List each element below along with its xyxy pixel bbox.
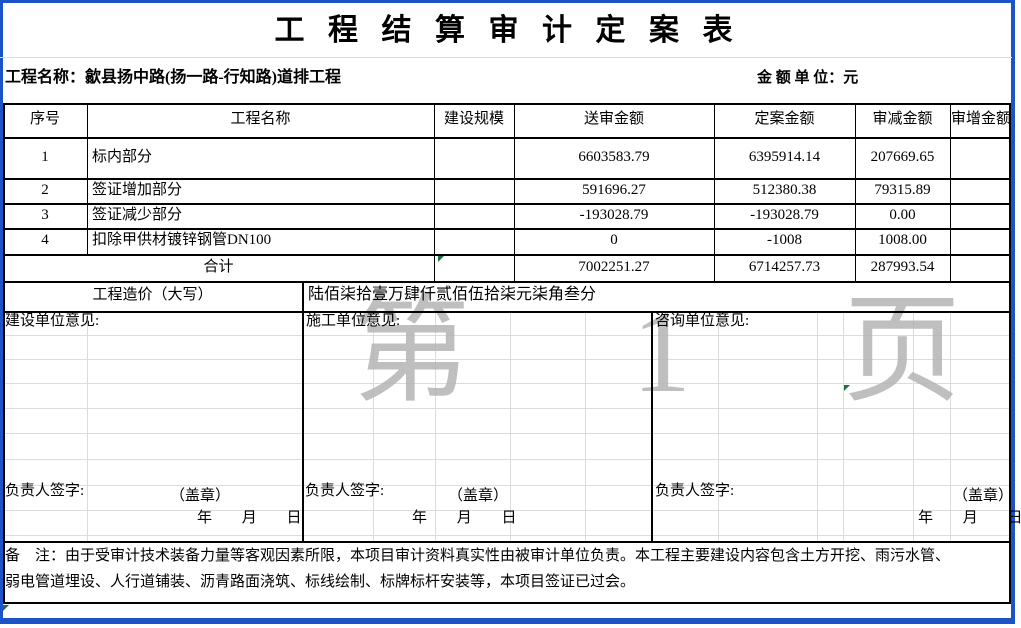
gridline (950, 311, 951, 541)
page-title: 工 程 结 算 审 计 定 案 表 (274, 14, 741, 47)
table-cell-no: 1 (41, 149, 49, 165)
page-break-line-top (0, 0, 1015, 3)
total-reduced: 287993.54 (870, 259, 935, 275)
error-indicator-icon (3, 605, 9, 611)
table-border (434, 103, 435, 281)
gridline (373, 311, 374, 541)
signature-label: 负责人签字: (655, 483, 735, 499)
gridline (718, 311, 719, 541)
opinion-label-consultant-unit: 咨询单位意见: (655, 313, 750, 329)
stamp-label: （盖章） (953, 488, 1014, 504)
column-header-final: 定案金额 (754, 111, 815, 127)
table-cell-reduced: 207669.65 (870, 149, 935, 165)
gridline (4, 459, 1009, 460)
table-cell-final: 512380.38 (752, 182, 817, 198)
gridline (4, 485, 1009, 486)
gridline (4, 510, 1009, 511)
table-cell-final: -193028.79 (750, 207, 819, 223)
gridline (4, 383, 1009, 384)
table-border (3, 103, 1011, 105)
table-cell-no: 4 (41, 232, 49, 248)
table-cell-reduced: 1008.00 (878, 232, 927, 248)
gridline (817, 311, 818, 541)
table-border (3, 281, 1011, 283)
table-cell-submitted: 6603583.79 (578, 149, 650, 165)
table-border (3, 228, 1011, 230)
table-cell-no: 2 (41, 182, 49, 198)
table-cell-name: 签证增加部分 (92, 182, 183, 198)
remark-line-2: 弱电管道埋设、人行道铺装、沥青路面浇筑、标线绘制、标牌标杆安装等，本项目签证已过… (5, 574, 636, 590)
table-cell-submitted: -193028.79 (579, 207, 649, 223)
table-border (3, 203, 1011, 205)
total-submitted: 7002251.27 (578, 259, 650, 275)
page-break-line-right (1011, 0, 1015, 624)
table-cell-final: 6395914.14 (748, 149, 821, 165)
opinion-label-contractor-unit: 施工单位意见: (306, 313, 401, 329)
column-header-increased: 审增金额 (950, 111, 1011, 127)
column-header-submitted: 送审金额 (583, 111, 644, 127)
table-cell-reduced: 0.00 (889, 207, 916, 223)
table-border (651, 311, 653, 541)
page-break-line-left (0, 0, 3, 624)
gridline (4, 335, 1009, 336)
amount-unit-label: 金 额 单 位：元 (757, 70, 859, 86)
table-cell-final: -1008 (767, 232, 802, 248)
gridline (4, 535, 1009, 536)
total-row-label: 合计 (203, 259, 234, 275)
table-border (87, 103, 88, 254)
gridline (435, 311, 436, 541)
table-border (3, 311, 1011, 313)
table-border (514, 103, 515, 281)
table-cell-submitted: 0 (610, 232, 618, 248)
amount-in-words-value: 陆佰柒拾壹万肆仟贰佰伍拾柒元柒角叁分 (308, 286, 597, 303)
table-cell-name: 扣除甲供材镀锌钢管DN100 (92, 232, 272, 248)
date-placeholder: 年 月 日 (197, 510, 302, 526)
column-header-no: 序号 (29, 111, 60, 127)
table-border (3, 254, 1011, 256)
signature-label: 负责人签字: (5, 483, 85, 499)
gridline (0, 57, 1012, 58)
table-border (3, 178, 1011, 180)
gridline (4, 433, 1009, 434)
table-cell-no: 3 (41, 207, 49, 223)
table-cell-name: 签证减少部分 (92, 207, 183, 223)
table-border (3, 103, 5, 604)
date-placeholder: 年 月 日 (918, 510, 1021, 526)
error-indicator-icon (844, 385, 850, 391)
opinion-label-construction-unit: 建设单位意见: (5, 313, 100, 329)
table-border (714, 103, 715, 281)
error-indicator-icon (438, 256, 444, 262)
gridline (843, 311, 844, 541)
table-cell-reduced: 79315.89 (874, 182, 931, 198)
table-cell-submitted: 591696.27 (582, 182, 646, 198)
stamp-label: （盖章） (448, 488, 509, 504)
date-placeholder: 年 月 日 (412, 510, 517, 526)
project-name: 工程名称：歙县扬中路(扬一路-行知路)道排工程 (5, 69, 341, 86)
remark-line-1: 备 注：由于受审计技术装备力量等客观因素所限，本项目审计资料真实性由被审计单位负… (5, 548, 951, 564)
table-border (3, 541, 1011, 543)
table-border (3, 137, 1011, 139)
table-border (1009, 103, 1011, 604)
gridline (4, 408, 1009, 409)
column-header-reduced: 审减金额 (872, 111, 933, 127)
table-border (302, 281, 304, 541)
column-header-name: 工程名称 (230, 111, 291, 127)
gridline (510, 311, 511, 541)
column-header-scale: 建设规模 (443, 111, 504, 127)
table-border (3, 602, 1011, 604)
signature-label: 负责人签字: (305, 483, 385, 499)
table-border (855, 103, 856, 281)
gridline (87, 311, 88, 541)
gridline (913, 311, 914, 541)
table-cell-name: 标内部分 (92, 149, 153, 165)
stamp-label: （盖章） (170, 488, 231, 504)
total-final: 6714257.73 (748, 259, 821, 275)
page-break-line-bottom (0, 618, 1015, 624)
gridline (585, 311, 586, 541)
gridline (4, 359, 1009, 360)
amount-in-words-label: 工程造价（大写） (92, 287, 213, 303)
table-border (950, 103, 951, 281)
